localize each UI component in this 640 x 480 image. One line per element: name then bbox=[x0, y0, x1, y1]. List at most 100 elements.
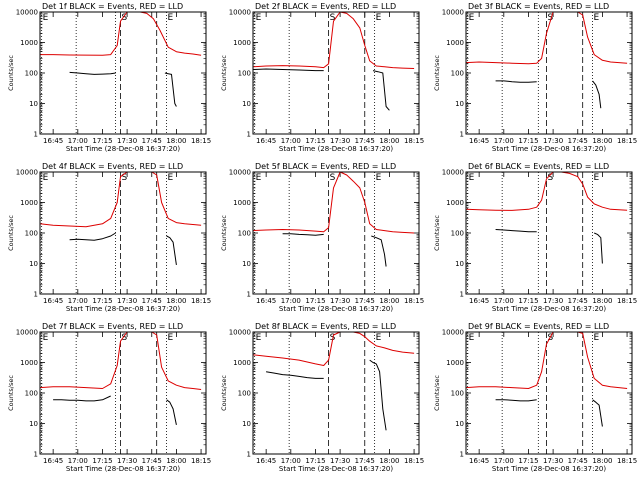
panel-title: Det 6f BLACK = Events, RED = LLD bbox=[468, 162, 609, 171]
y-tick-label: 10000 bbox=[442, 9, 464, 17]
y-tick-label: 10000 bbox=[229, 169, 251, 177]
y-tick-label: 1 bbox=[460, 291, 464, 299]
x-tick-label: 17:45 bbox=[355, 457, 375, 465]
plot-frame bbox=[39, 331, 207, 455]
y-tick-label: 1000 bbox=[233, 359, 251, 367]
x-tick-label: 17:00 bbox=[68, 297, 88, 305]
events-series-line bbox=[252, 68, 324, 72]
x-tick-label: 17:30 bbox=[117, 137, 137, 145]
plot-frame bbox=[252, 11, 420, 135]
y-tick-label: 1 bbox=[460, 131, 464, 139]
y-tick-label: 1000 bbox=[446, 39, 464, 47]
plot-frame bbox=[39, 171, 207, 295]
y-tick-label: 100 bbox=[451, 390, 464, 398]
time-marker-label: E bbox=[376, 13, 382, 23]
x-tick-label: 18:15 bbox=[404, 297, 424, 305]
events-series-line bbox=[166, 399, 177, 426]
x-tick-label: 18:00 bbox=[592, 297, 612, 305]
y-tick-label: 10000 bbox=[442, 329, 464, 337]
events-series-line bbox=[594, 232, 603, 264]
y-axis-label: Counts/sec bbox=[7, 215, 15, 251]
panel-title: Det 1f BLACK = Events, RED = LLD bbox=[42, 2, 183, 11]
events-series-line bbox=[69, 71, 116, 75]
x-tick-label: 17:45 bbox=[142, 297, 162, 305]
panel-title: Det 8f BLACK = Events, RED = LLD bbox=[255, 322, 396, 331]
x-tick-label: 17:30 bbox=[117, 457, 137, 465]
events-series-line bbox=[495, 399, 537, 402]
x-tick-label: 18:00 bbox=[166, 457, 186, 465]
x-tick-label: 17:15 bbox=[92, 297, 112, 305]
y-tick-label: 1 bbox=[247, 131, 251, 139]
detector-panel: Det 1f BLACK = Events, RED = LLD 1 10 100 10… bbox=[7, 2, 211, 153]
time-marker-label: E bbox=[594, 333, 600, 343]
time-marker-label: E bbox=[469, 13, 475, 23]
y-tick-label: 1000 bbox=[20, 39, 38, 47]
x-tick-label: 18:15 bbox=[191, 297, 211, 305]
panel-title: Det 4f BLACK = Events, RED = LLD bbox=[42, 162, 183, 171]
x-tick-label: 17:45 bbox=[142, 137, 162, 145]
x-tick-label: 17:15 bbox=[305, 457, 325, 465]
plot-frame bbox=[252, 171, 420, 295]
y-axis-label: Counts/sec bbox=[7, 375, 15, 411]
time-marker-label: E bbox=[256, 333, 262, 343]
time-marker-label: E bbox=[469, 173, 475, 183]
time-marker-label: S bbox=[330, 173, 336, 183]
detector-panel: Det 2f BLACK = Events, RED = LLD 1 10 100 10… bbox=[220, 2, 424, 153]
y-tick-label: 10 bbox=[242, 420, 251, 428]
panel-title: Det 9f BLACK = Events, RED = LLD bbox=[468, 322, 609, 331]
x-tick-label: 16:45 bbox=[256, 457, 276, 465]
x-tick-label: 18:15 bbox=[404, 457, 424, 465]
y-tick-label: 1000 bbox=[20, 359, 38, 367]
time-marker-label: S bbox=[122, 173, 128, 183]
x-axis-label: Start Time (28-Dec-08 16:37:20) bbox=[279, 465, 393, 473]
plot-frame bbox=[465, 171, 633, 295]
detector-panel: Det 6f BLACK = Events, RED = LLD 1 10 100 10… bbox=[433, 162, 637, 313]
y-axis-label: Counts/sec bbox=[433, 215, 441, 251]
time-marker-label: S bbox=[548, 13, 554, 23]
lld-series-line bbox=[252, 331, 415, 366]
y-tick-label: 10 bbox=[455, 100, 464, 108]
time-marker-label: E bbox=[168, 333, 174, 343]
y-tick-label: 1000 bbox=[446, 359, 464, 367]
y-tick-label: 1 bbox=[34, 451, 38, 459]
panel-title: Det 3f BLACK = Events, RED = LLD bbox=[468, 2, 609, 11]
x-tick-label: 18:00 bbox=[592, 137, 612, 145]
x-tick-label: 16:45 bbox=[43, 457, 63, 465]
y-tick-label: 1000 bbox=[233, 39, 251, 47]
x-tick-label: 17:15 bbox=[305, 137, 325, 145]
x-tick-label: 17:30 bbox=[330, 297, 350, 305]
x-tick-label: 16:45 bbox=[256, 137, 276, 145]
plot-frame bbox=[39, 11, 207, 135]
x-tick-label: 17:30 bbox=[543, 297, 563, 305]
x-tick-label: 16:45 bbox=[43, 137, 63, 145]
y-axis-label: Counts/sec bbox=[433, 55, 441, 91]
panel-title: Det 2f BLACK = Events, RED = LLD bbox=[255, 2, 396, 11]
time-marker-label: S bbox=[122, 13, 128, 23]
x-tick-label: 16:45 bbox=[469, 297, 489, 305]
y-tick-label: 100 bbox=[25, 390, 38, 398]
x-tick-label: 18:15 bbox=[617, 137, 637, 145]
x-axis-label: Start Time (28-Dec-08 16:37:20) bbox=[66, 465, 180, 473]
y-tick-label: 1000 bbox=[233, 199, 251, 207]
x-tick-label: 18:15 bbox=[191, 137, 211, 145]
x-tick-label: 18:00 bbox=[379, 297, 399, 305]
x-tick-label: 18:00 bbox=[379, 457, 399, 465]
time-marker-label: E bbox=[43, 13, 49, 23]
x-tick-label: 17:45 bbox=[568, 457, 588, 465]
y-tick-label: 10000 bbox=[16, 9, 38, 17]
time-marker-label: S bbox=[548, 173, 554, 183]
detector-panel: Det 8f BLACK = Events, RED = LLD 1 10 100 10… bbox=[220, 322, 424, 473]
x-axis-label: Start Time (28-Dec-08 16:37:20) bbox=[492, 145, 606, 153]
panel-title: Det 7f BLACK = Events, RED = LLD bbox=[42, 322, 183, 331]
events-series-line bbox=[53, 395, 111, 402]
time-marker-label: E bbox=[256, 173, 262, 183]
x-tick-label: 18:15 bbox=[617, 457, 637, 465]
events-series-line bbox=[495, 229, 537, 233]
events-series-line bbox=[69, 232, 116, 241]
events-series-line bbox=[369, 359, 387, 431]
detector-panel: Det 4f BLACK = Events, RED = LLD 1 10 100 10… bbox=[7, 162, 211, 313]
time-marker-label: S bbox=[122, 333, 128, 343]
y-axis-label: Counts/sec bbox=[7, 55, 15, 91]
events-series-line bbox=[372, 70, 390, 111]
